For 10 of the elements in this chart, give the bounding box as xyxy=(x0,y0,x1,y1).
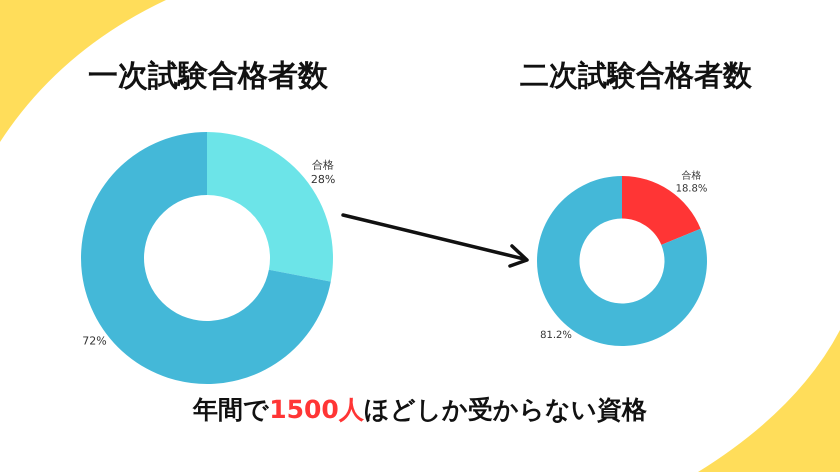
text: 年間で1500人ほどしか受からない資格 xyxy=(193,395,647,424)
chart-title: 一次試験合格者数 xyxy=(88,58,329,94)
data-label: 72% xyxy=(82,334,107,348)
donut-slice xyxy=(207,132,333,282)
data-label: 28% xyxy=(310,172,336,186)
data-label: 18.8% xyxy=(676,183,708,194)
data-label: 81.2% xyxy=(540,330,572,341)
chart-title: 二次試験合格者数 xyxy=(520,58,753,92)
slice-label: 合格 xyxy=(312,158,334,172)
slice-label: 合格 xyxy=(681,169,702,182)
